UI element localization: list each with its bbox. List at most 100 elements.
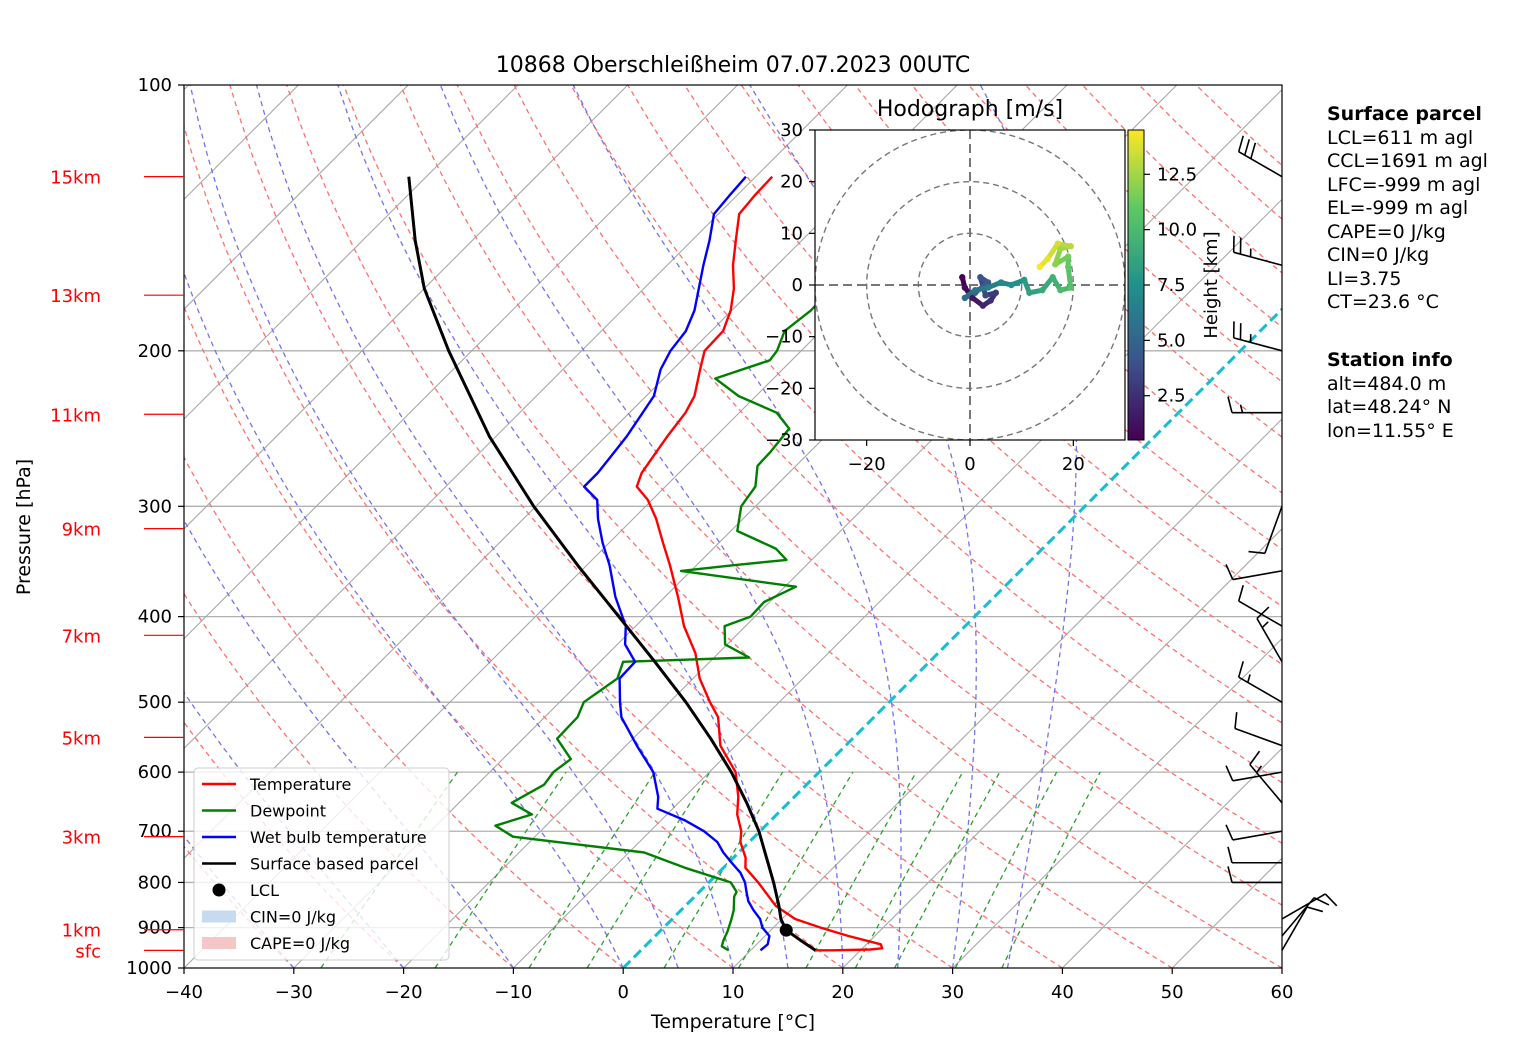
moist-adiabat — [189, 85, 679, 968]
legend-label: CAPE=0 J/kg — [250, 934, 350, 953]
hodograph-point — [1054, 240, 1062, 247]
surface-parcel-header: Surface parcel — [1327, 103, 1482, 125]
lcl-line: LCL=611 m agl — [1327, 126, 1474, 149]
colorbar-tick-label: 10.0 — [1157, 220, 1197, 241]
hodograph-point — [1057, 286, 1064, 294]
barb-flag — [1227, 866, 1233, 883]
hodograph-point — [959, 274, 966, 281]
hodograph-point — [1026, 289, 1033, 296]
dry-adiabat — [456, 85, 1282, 906]
moist-adiabat — [184, 518, 514, 968]
isotherm — [184, 85, 519, 420]
hodograph-segment — [1065, 264, 1074, 291]
wind-barb — [1237, 135, 1283, 178]
wind-barb — [1248, 506, 1283, 555]
y-tick-label: 500 — [138, 692, 172, 713]
barb-flag — [1249, 750, 1261, 765]
isotherm — [842, 528, 1282, 968]
hodograph-point — [1067, 243, 1074, 250]
legend-label: Wet bulb temperature — [250, 828, 427, 847]
colorbar — [1127, 129, 1145, 441]
mixing-ratio-line — [434, 771, 567, 968]
barb-staff — [1234, 727, 1283, 747]
barb-flag — [1225, 564, 1234, 580]
x-tick-label: 20 — [831, 982, 854, 1003]
barb-flag — [1237, 585, 1245, 602]
hodo-x-tick-label: 20 — [1062, 454, 1085, 475]
moist-adiabat — [979, 85, 1078, 968]
height-label: 13km — [50, 286, 101, 307]
moist-adiabat — [572, 85, 902, 968]
barb-staff — [1238, 676, 1283, 703]
hodograph-point — [982, 292, 989, 299]
hodograph-point — [992, 289, 1000, 296]
hodograph-inset: Hodograph [m/s] −20 0 20 −30 −20 −10 0 10 20 30 2… — [765, 97, 1222, 475]
dry-adiabat — [286, 85, 1063, 968]
mixing-ratio-line — [738, 771, 854, 968]
hodograph-point — [1049, 274, 1056, 281]
wind-barb — [1281, 906, 1324, 951]
zero-isotherm — [622, 307, 1282, 968]
hodograph-point — [979, 302, 987, 309]
altitude-line: alt=484.0 m — [1327, 372, 1447, 395]
y-axis-label: Pressure [hPa] — [13, 459, 35, 595]
barb-staff — [1281, 897, 1315, 937]
cin-line: CIN=0 J/kg — [1327, 244, 1430, 266]
wind-barb — [1281, 897, 1330, 937]
dry-adiabat — [513, 85, 1282, 845]
barb-flag — [1256, 606, 1270, 620]
y-tick-label: 1000 — [126, 958, 172, 979]
latitude-line: lat=48.24° N — [1327, 396, 1452, 418]
legend-label: CIN=0 J/kg — [250, 908, 336, 927]
x-tick-label: −20 — [385, 982, 423, 1003]
barb-staff — [1281, 893, 1326, 920]
legend-label: Temperature — [249, 775, 351, 794]
mixing-ratio-line — [894, 771, 1001, 968]
hodograph-point — [961, 294, 969, 302]
series-wet-bulb-temperature — [582, 175, 771, 952]
height-label: 7km — [62, 626, 101, 647]
mixing-ratio-line — [663, 771, 784, 968]
barb-staff — [1232, 830, 1283, 841]
dry-adiabat — [342, 85, 1173, 968]
wind-barb — [1237, 585, 1283, 627]
legend-label: Surface based parcel — [250, 855, 419, 874]
barb-staff — [1232, 771, 1283, 782]
height-label: 9km — [62, 520, 101, 541]
legend-label: Dewpoint — [250, 802, 326, 821]
wind-barb — [1281, 893, 1338, 920]
barb-half-flag — [1261, 621, 1269, 629]
y-tick-label: 200 — [138, 341, 172, 362]
barb-flag — [1313, 897, 1330, 906]
hodograph-point — [1044, 255, 1051, 263]
hodograph-point — [1064, 263, 1072, 271]
series-temperature — [635, 175, 884, 952]
x-tick-label: −40 — [165, 982, 203, 1003]
ct-line: CT=23.6 °C — [1327, 291, 1439, 313]
legend-label: LCL — [250, 881, 279, 900]
height-label: 5km — [62, 728, 101, 749]
cape-line: CAPE=0 J/kg — [1327, 220, 1446, 243]
hodograph-point — [969, 294, 976, 302]
barb-flag — [1225, 765, 1234, 782]
barb-staff — [1256, 618, 1283, 663]
hodo-y-tick-label: 20 — [780, 172, 803, 193]
dry-adiabat — [911, 85, 1282, 438]
isotherm — [1062, 747, 1282, 968]
height-label: sfc — [75, 941, 101, 962]
isotherm — [184, 85, 409, 310]
ccl-line: CCL=1691 m agl — [1327, 150, 1488, 172]
isotherm — [732, 418, 1282, 968]
colorbar-tick-label: 5.0 — [1157, 330, 1186, 351]
mixing-ratio-line — [805, 771, 917, 968]
x-tick-label: 40 — [1051, 982, 1074, 1003]
hodograph-point — [1067, 284, 1074, 291]
hodograph-point — [987, 297, 994, 304]
y-tick-label: 800 — [138, 872, 172, 893]
hodograph-point — [1039, 286, 1046, 294]
hodograph-point — [1036, 263, 1043, 271]
mixing-ratio-line — [1001, 771, 1101, 968]
wind-barb — [1227, 866, 1282, 884]
wind-barb — [1225, 824, 1283, 841]
colorbar-tick-label: 2.5 — [1157, 386, 1186, 407]
